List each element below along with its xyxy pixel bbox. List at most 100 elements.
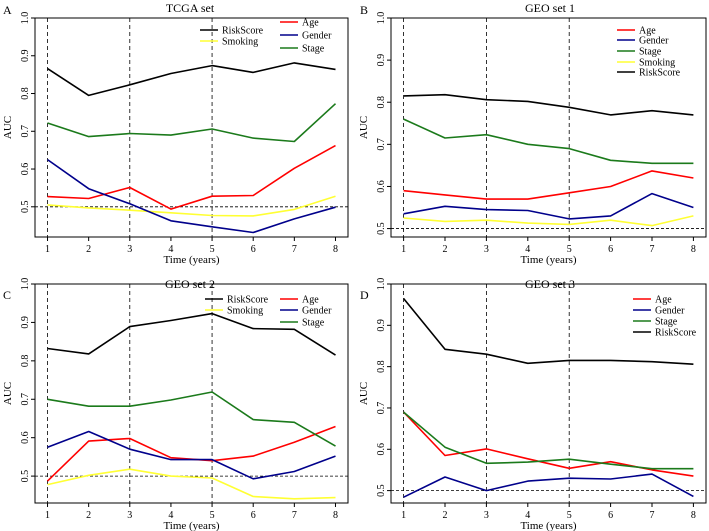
series-line-smoking — [47, 468, 336, 500]
y-tick-label: 0.8 — [20, 87, 31, 100]
legend-label: Smoking — [222, 37, 258, 48]
x-axis-label: Time (years) — [163, 520, 219, 531]
legend-label: Age — [302, 18, 319, 29]
plot-frame — [34, 283, 349, 504]
legend-label: RiskScore — [639, 68, 681, 79]
series-line-riskscore — [47, 312, 336, 356]
legend-label: Stage — [655, 317, 678, 328]
x-tick-label: 1 — [401, 244, 406, 255]
legend-label: Smoking — [639, 58, 675, 69]
x-tick-label: 3 — [127, 244, 132, 255]
x-tick-label: 2 — [443, 244, 448, 255]
y-tick-label: 0.9 — [376, 54, 387, 67]
x-tick-label: 8 — [691, 244, 696, 255]
series-line-age — [47, 144, 336, 210]
x-tick-label: 4 — [525, 244, 530, 255]
plot-frame — [390, 17, 707, 238]
legend-label: Gender — [639, 36, 669, 47]
x-tick-label: 3 — [127, 510, 132, 521]
x-tick-label: 2 — [443, 510, 448, 521]
legend-label: Smoking — [227, 306, 263, 317]
y-axis-label: AUC — [358, 382, 370, 405]
x-axis-label: Time (years) — [520, 254, 576, 266]
y-tick-label: 0.5 — [20, 470, 31, 483]
y-tick-label: 0.6 — [376, 180, 387, 193]
series-line-gender — [403, 192, 694, 220]
series-line-age — [403, 170, 694, 200]
y-tick-label: 0.6 — [376, 443, 387, 456]
x-tick-label: 7 — [292, 244, 297, 255]
x-tick-label: 4 — [168, 244, 173, 255]
series-line-riskscore — [402, 297, 694, 365]
x-tick-label: 1 — [45, 510, 50, 521]
panel-letter: A — [3, 3, 12, 17]
y-tick-label: 0.6 — [20, 163, 31, 176]
series-line-stage — [47, 391, 336, 447]
panel-title: TCGA set — [166, 1, 215, 15]
y-tick-label: 1.0 — [376, 278, 387, 291]
x-tick-label: 8 — [333, 510, 338, 521]
y-tick-label: 0.5 — [20, 201, 31, 214]
y-tick-label: 1.0 — [20, 278, 31, 291]
series-line-age — [46, 425, 336, 482]
legend-label: Stage — [302, 44, 325, 55]
legend-label: Age — [655, 295, 672, 306]
x-tick-label: 2 — [86, 244, 91, 255]
series-line-stage — [403, 411, 694, 470]
panel-b: B GEO set 1 0.5 0.6 0.7 0.8 0.9 1.0 1 2 3 4 5 6 7 8 Time… — [358, 1, 707, 266]
y-tick-label: 0.7 — [376, 402, 387, 415]
y-tick-label: 0.9 — [20, 50, 31, 63]
x-tick-label: 8 — [333, 244, 338, 255]
x-tick-label: 6 — [608, 510, 613, 521]
y-tick-label: 0.7 — [376, 138, 387, 151]
y-tick-label: 1.0 — [20, 12, 31, 25]
x-tick-label: 5 — [567, 510, 572, 521]
x-tick-label: 7 — [650, 244, 655, 255]
y-tick-label: 1.0 — [376, 12, 387, 25]
y-tick-label: 0.8 — [376, 360, 387, 373]
x-tick-label: 5 — [210, 244, 215, 255]
x-tick-label: 2 — [86, 510, 91, 521]
legend-label: Stage — [302, 318, 325, 329]
x-tick-label: 3 — [484, 510, 489, 521]
legend-label: RiskScore — [655, 328, 697, 339]
series-line-stage — [47, 103, 337, 143]
y-tick-label: 0.7 — [20, 125, 31, 138]
plot-frame — [34, 17, 349, 238]
y-tick-label: 0.8 — [376, 96, 387, 109]
y-axis-label: AUC — [2, 382, 14, 405]
series-line-gender — [47, 430, 336, 480]
legend-label: Age — [302, 295, 319, 306]
panel-letter: C — [3, 288, 11, 302]
series-line-age — [403, 411, 694, 477]
x-axis-label: Time (years) — [163, 254, 219, 266]
legend-label: Stage — [639, 47, 662, 58]
series-line-stage — [403, 118, 694, 165]
panel-title: GEO set 1 — [525, 1, 575, 15]
legend-label: Gender — [302, 31, 332, 42]
series-line-smoking — [403, 215, 694, 227]
y-axis-label: AUC — [358, 116, 370, 139]
x-tick-label: 4 — [525, 510, 530, 521]
legend-label: Gender — [655, 306, 685, 317]
series-line-gender — [403, 473, 694, 498]
y-tick-label: 0.6 — [20, 431, 31, 444]
x-tick-label: 5 — [210, 510, 215, 521]
x-tick-label: 7 — [292, 510, 297, 521]
y-tick-label: 0.5 — [376, 484, 387, 497]
x-tick-label: 4 — [168, 510, 173, 521]
legend-label: Age — [639, 26, 656, 37]
y-axis-label: AUC — [2, 116, 14, 139]
x-tick-label: 7 — [650, 510, 655, 521]
series-line-riskscore — [47, 62, 336, 97]
x-tick-label: 5 — [567, 244, 572, 255]
panel-a: A TCGA set 0.5 0.6 0.7 0.8 0.9 1.0 1 2 3 4 5 6 7 8 Time … — [2, 1, 349, 266]
panel-letter: D — [360, 288, 369, 302]
y-tick-label: 0.9 — [376, 319, 387, 332]
